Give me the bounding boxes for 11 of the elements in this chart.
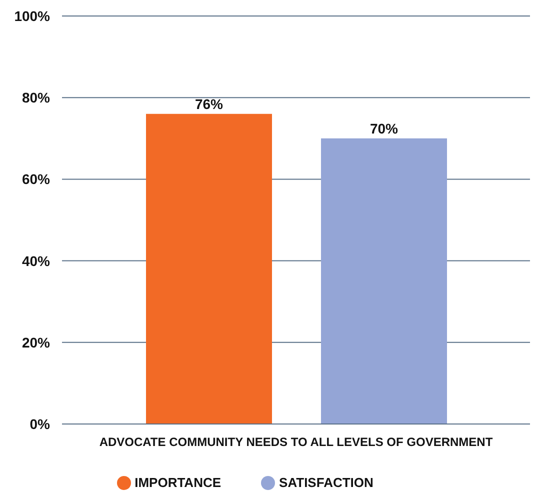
data-label: 76%	[194, 96, 224, 112]
legend-label: IMPORTANCE	[134, 475, 222, 490]
data-label: 70%	[370, 120, 399, 136]
x-tick-label: ADVOCATE COMMUNITY NEEDS TO ALL LEVELS OF GOVERNMENT	[99, 435, 494, 449]
y-tick-label: 60%	[22, 171, 51, 188]
y-tick-label: 0%	[30, 416, 51, 432]
y-tick-label: 100%	[14, 8, 51, 24]
y-tick-label: 80%	[22, 90, 51, 106]
legend-label: SATISFACTION	[279, 475, 374, 490]
y-tick-label: 20%	[22, 334, 51, 350]
y-tick-label: 40%	[22, 252, 51, 269]
